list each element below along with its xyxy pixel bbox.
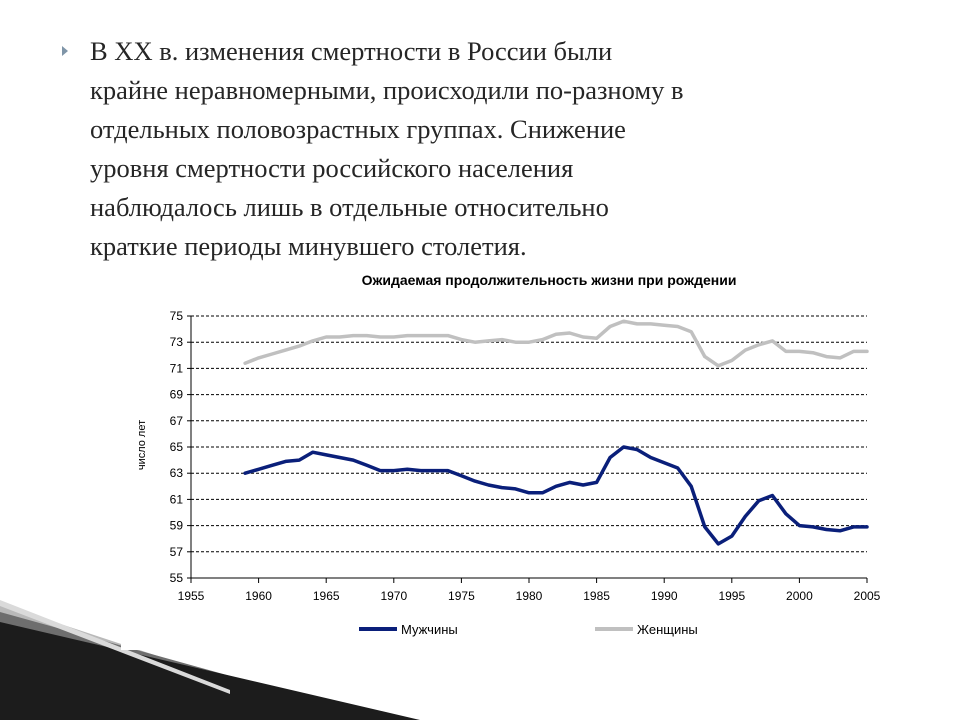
x-tick-label: 1995 <box>718 589 745 603</box>
x-tick-label: 1965 <box>313 589 340 603</box>
x-tick-label: 1985 <box>583 589 610 603</box>
x-tick-label: 2005 <box>854 589 881 603</box>
x-tick-label: 1970 <box>380 589 407 603</box>
series-line-men <box>243 445 869 546</box>
y-tick-labels: 55 57 59 61 63 65 67 69 71 73 75 <box>170 309 184 585</box>
y-axis-label: число лет <box>136 420 148 470</box>
y-tick-label: 71 <box>170 361 184 375</box>
series-line-women <box>243 319 869 368</box>
chart-panel: Ожидаемая продолжительность жизни при ро… <box>121 263 891 650</box>
triangle-bullet-icon <box>62 46 68 56</box>
y-tick-label: 65 <box>170 440 184 454</box>
y-tick-label: 63 <box>170 466 184 480</box>
legend: Мужчины Женщины <box>359 622 698 637</box>
x-tick-label: 1990 <box>651 589 678 603</box>
y-tick-label: 57 <box>170 545 184 559</box>
x-tick-label: 1960 <box>245 589 272 603</box>
y-tick-label: 55 <box>170 571 184 585</box>
x-tick-labels: 1955 1960 1965 1970 1975 1980 1985 1990 1995 2000… <box>178 589 881 603</box>
life-expectancy-chart: Ожидаемая продолжительность жизни при ро… <box>136 272 881 637</box>
y-tick-label: 75 <box>170 309 184 323</box>
x-tick-label: 1975 <box>448 589 475 603</box>
grid-layer <box>191 315 867 553</box>
x-tick-label: 2000 <box>786 589 813 603</box>
series-layer <box>243 319 869 546</box>
y-tick-label: 59 <box>170 519 184 533</box>
legend-label-women: Женщины <box>637 622 698 637</box>
x-tick-label: 1980 <box>516 589 543 603</box>
y-tick-label: 67 <box>170 414 184 428</box>
chart-title: Ожидаемая продолжительность жизни при ро… <box>362 272 737 288</box>
legend-label-men: Мужчины <box>401 622 458 637</box>
y-tick-label: 69 <box>170 388 184 402</box>
y-tick-label: 61 <box>170 492 184 506</box>
slide-body-text: В XX в. изменения смертности в России бы… <box>90 36 684 261</box>
y-tick-label: 73 <box>170 335 184 349</box>
x-tick-label: 1955 <box>178 589 205 603</box>
axis-layer <box>187 315 868 583</box>
